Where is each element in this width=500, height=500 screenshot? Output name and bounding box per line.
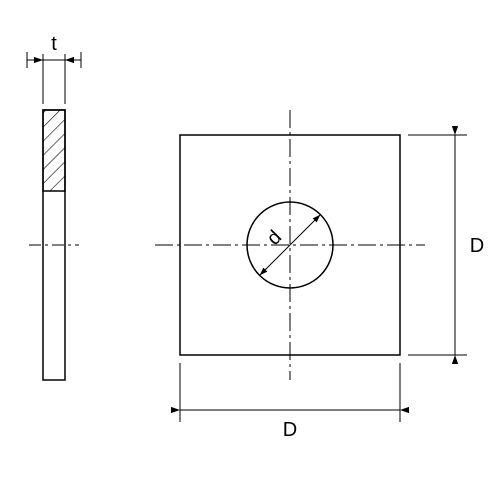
front-view: d D D — [155, 110, 484, 441]
label-thickness: t — [51, 33, 57, 55]
label-outer-height: D — [470, 235, 484, 257]
label-outer-width: D — [283, 419, 297, 441]
label-hole-diameter: d — [263, 226, 286, 249]
side-view: t — [27, 33, 81, 380]
technical-drawing: t d D D — [0, 0, 500, 500]
